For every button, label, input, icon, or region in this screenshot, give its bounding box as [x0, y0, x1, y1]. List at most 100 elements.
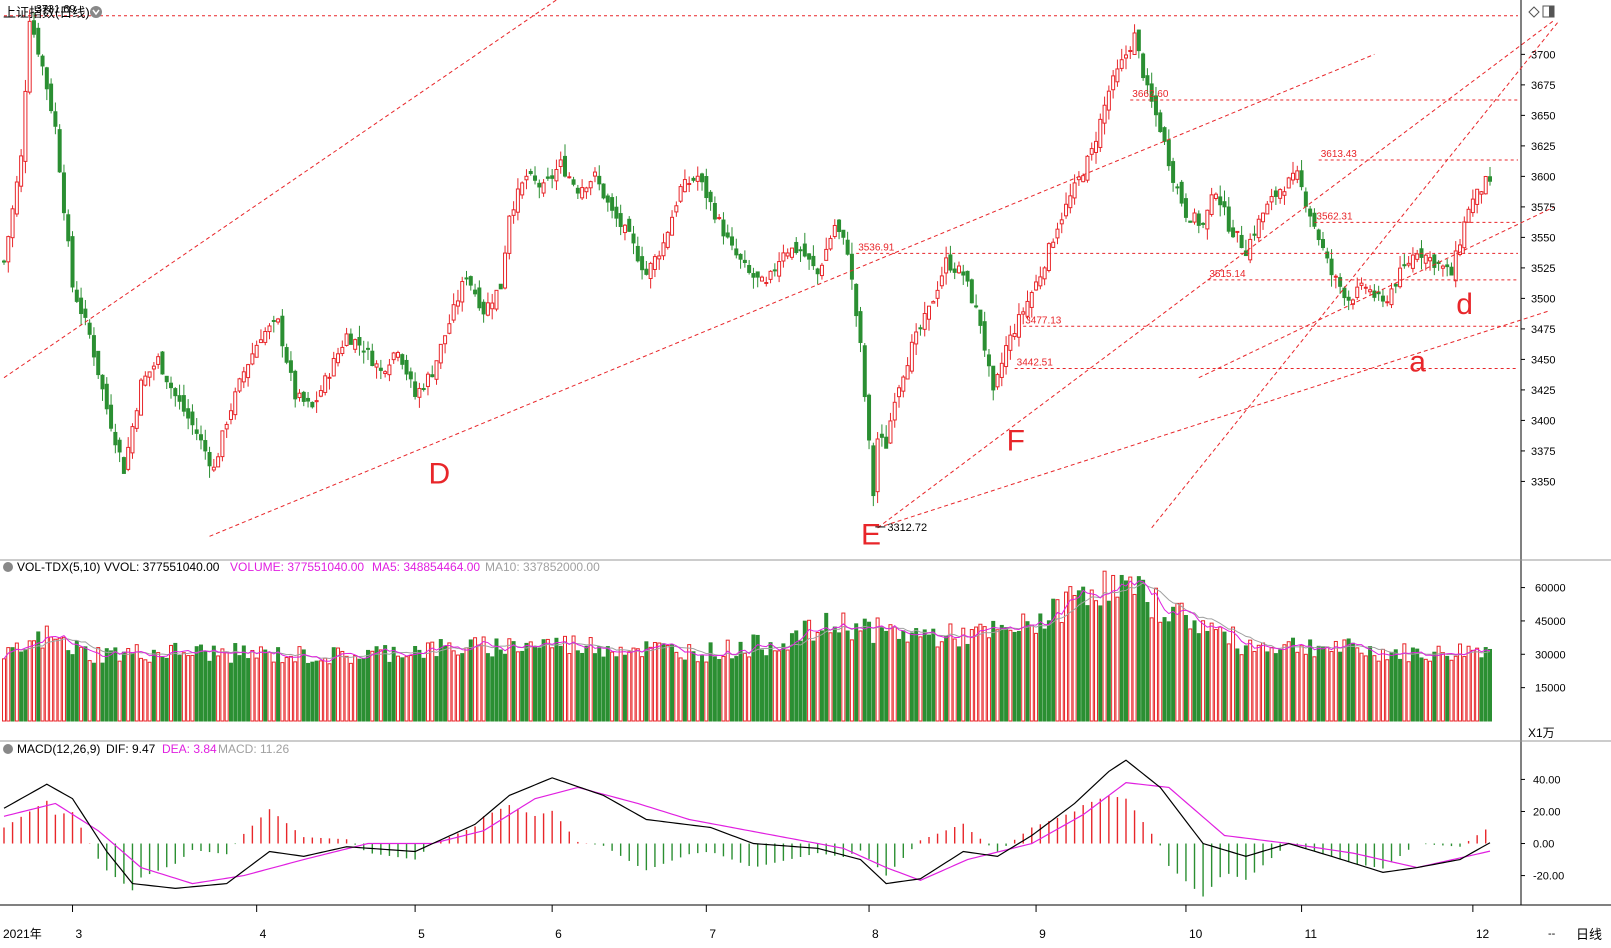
price-tick-label: 3550	[1531, 232, 1555, 244]
volume-bar	[875, 617, 880, 722]
diamond-icon[interactable]	[1528, 6, 1540, 18]
volume-bar	[956, 646, 961, 722]
month-tick-label: 10	[1189, 927, 1203, 941]
candle-body	[49, 83, 54, 112]
candle-body	[550, 175, 555, 179]
volume-bar	[460, 653, 465, 722]
volume-bar	[747, 656, 752, 722]
volume-bar	[1488, 648, 1492, 722]
period-label[interactable]: 日线	[1576, 927, 1602, 942]
volume-bar	[383, 645, 388, 722]
candle-body	[1175, 186, 1180, 189]
month-tick-label: 3	[76, 927, 83, 941]
candle-body	[1166, 139, 1171, 167]
candle-body	[665, 231, 670, 248]
volume-bar	[640, 656, 645, 722]
candle-body	[186, 408, 191, 419]
candle-body	[408, 371, 413, 380]
volume-bar	[370, 650, 375, 722]
volume-bar	[1209, 622, 1214, 722]
volume-bar	[126, 648, 131, 722]
candle-body	[768, 270, 773, 280]
candle-body	[1141, 53, 1146, 79]
month-tick-label: 9	[1039, 927, 1046, 941]
volume-bar	[935, 646, 940, 722]
volume-bar	[1218, 626, 1223, 722]
candle-body	[91, 335, 96, 358]
volume-bar	[306, 662, 311, 722]
candle-body	[297, 392, 302, 399]
candle-body	[177, 395, 182, 402]
volume-bar	[1222, 631, 1227, 722]
price-tick-label: 3675	[1531, 80, 1555, 92]
candle-body	[66, 214, 71, 242]
candle-body	[443, 335, 448, 345]
candle-body	[391, 352, 396, 361]
candle-body	[224, 423, 229, 430]
volume-bar	[635, 648, 640, 722]
candle-body	[879, 433, 884, 438]
candle-body	[875, 438, 880, 493]
volume-bar	[14, 642, 19, 722]
volume-bar	[841, 612, 846, 722]
volume-bar	[237, 655, 242, 722]
volume-bar	[1483, 647, 1488, 722]
price-tick-label: 3475	[1531, 324, 1555, 336]
candle-body	[1278, 189, 1283, 199]
volume-bar	[781, 643, 786, 722]
candle-body	[867, 394, 872, 441]
volume-bar	[1368, 646, 1373, 722]
candle-body	[1325, 251, 1330, 259]
candle-body	[374, 363, 379, 368]
volume-bar	[558, 645, 563, 722]
candle-body	[580, 187, 585, 199]
candle-body	[216, 456, 221, 468]
volume-bar	[849, 639, 854, 722]
candle-body	[404, 359, 409, 375]
candle-body	[1295, 170, 1300, 180]
volume-bar	[708, 642, 713, 722]
candle-body	[288, 360, 293, 373]
volume-bar	[413, 645, 418, 722]
volume-bar	[61, 636, 66, 722]
candle-body	[130, 426, 135, 454]
candle-body	[802, 243, 807, 257]
price-tick-label: 3600	[1531, 171, 1555, 183]
macd-dropdown-icon[interactable]	[3, 744, 13, 754]
volume-bar	[1025, 621, 1030, 722]
candle-body	[61, 172, 66, 214]
volume-bar	[1149, 617, 1154, 722]
candle-body	[104, 383, 109, 410]
volume-bar	[1432, 651, 1437, 722]
candle-body	[695, 175, 700, 182]
candle-body	[1475, 188, 1480, 205]
candle-body	[1265, 203, 1270, 215]
candle-body	[23, 90, 28, 162]
volume-bar	[695, 661, 700, 722]
volume-bar	[892, 626, 897, 722]
trend-line	[877, 310, 1551, 529]
title-dropdown-icon[interactable]	[90, 6, 102, 18]
volume-bar	[434, 656, 439, 722]
vol-dropdown-icon[interactable]	[3, 562, 13, 572]
candle-body	[888, 420, 893, 444]
volume-bar	[1398, 658, 1403, 722]
wave-label: a	[1409, 345, 1426, 378]
volume-bar	[314, 660, 319, 722]
candle-body	[648, 262, 653, 280]
volume-bar	[36, 631, 41, 722]
candle-body	[1385, 301, 1390, 304]
volume-bar	[160, 656, 165, 722]
candle-body	[1389, 288, 1394, 306]
candle-body	[121, 457, 126, 474]
volume-bar	[785, 649, 790, 722]
candle-body	[430, 374, 435, 378]
volume-bar	[1261, 642, 1266, 722]
volume-bar	[674, 651, 679, 722]
price-tick-label: 3375	[1531, 446, 1555, 458]
volume-bar	[485, 653, 490, 722]
volume-bar	[691, 651, 696, 722]
volume-bar	[652, 642, 657, 722]
candle-body	[353, 339, 358, 350]
